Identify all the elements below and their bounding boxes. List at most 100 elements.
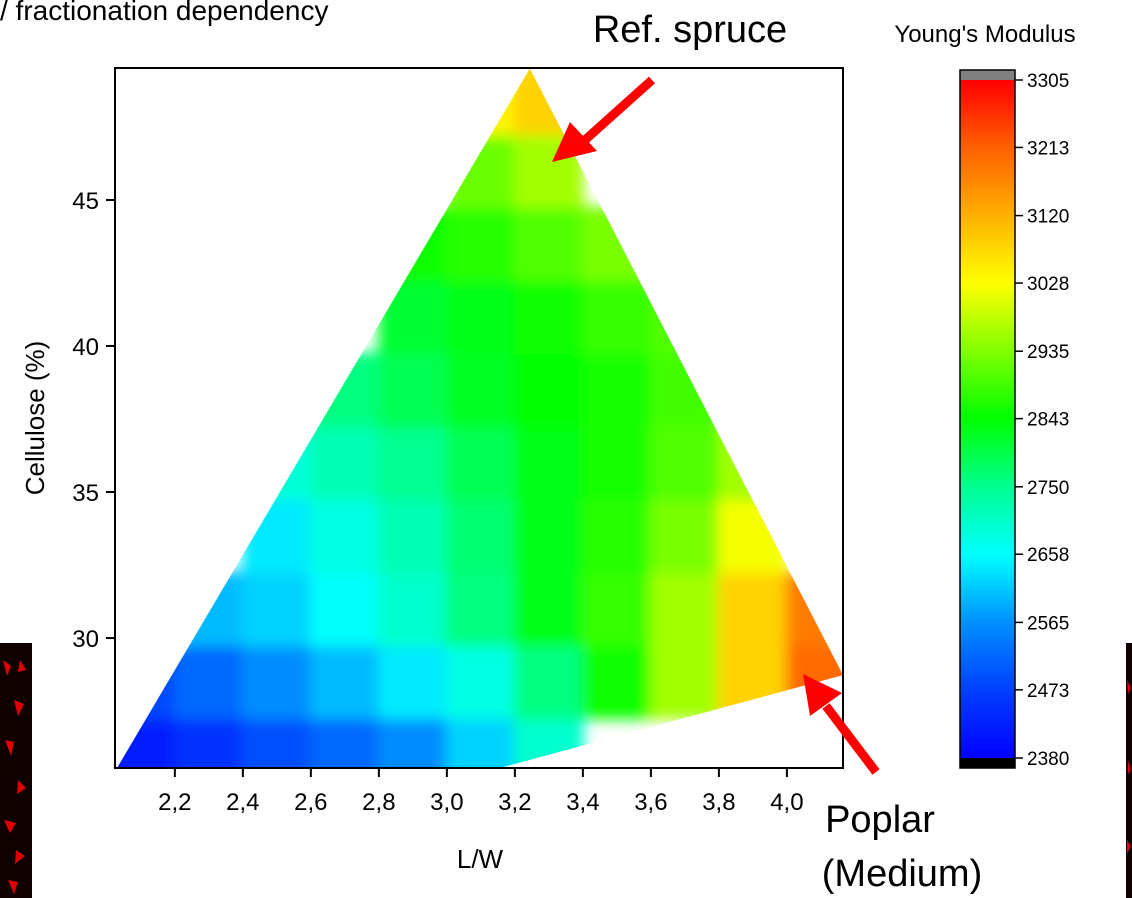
colorbar-tick-label: 2843 — [1027, 410, 1069, 431]
colorbar-tick-label: 2565 — [1027, 613, 1069, 634]
field-cell — [445, 279, 516, 355]
field-cell — [513, 68, 584, 136]
field-cell — [117, 717, 176, 769]
colorbar-under — [960, 758, 1015, 768]
x-tick-label: 3,8 — [702, 789, 735, 816]
field-cell — [309, 717, 380, 769]
axes: 2,2 2,4 2,6 2,8 3,0 3,2 3,4 3,6 3,8 4,0 30 35 40 45 — [72, 188, 803, 816]
colorbar-title: Young's Modulus — [894, 21, 1075, 48]
field-cell — [377, 644, 448, 720]
field-cell — [513, 425, 584, 501]
x-tick-label: 2,6 — [294, 789, 327, 816]
field-cell — [513, 352, 584, 428]
x-tick-label: 3,2 — [498, 789, 531, 816]
field-cell — [377, 717, 448, 769]
field-cell — [581, 206, 652, 282]
field-cell — [513, 206, 584, 282]
field-cell — [649, 644, 720, 720]
x-tick-label: 2,8 — [362, 789, 395, 816]
y-tick-label: 45 — [72, 188, 99, 215]
field-cell — [649, 352, 720, 428]
annotation: (Medium) — [822, 853, 982, 895]
field-cell — [445, 498, 516, 574]
field-cell — [445, 717, 516, 769]
field-cell — [173, 571, 244, 647]
y-tick-label: 35 — [72, 480, 99, 507]
x-axis-label: L/W — [457, 844, 504, 874]
field-cell — [241, 498, 312, 574]
plot-frame — [114, 67, 844, 769]
field-cell — [173, 717, 244, 769]
field-cell — [581, 279, 652, 355]
field-cell — [309, 498, 380, 574]
colorbar-over — [960, 70, 1015, 80]
field-cell — [241, 571, 312, 647]
cells — [117, 68, 844, 769]
field-cell — [581, 571, 652, 647]
field-cell — [377, 425, 448, 501]
field-cell — [513, 644, 584, 720]
field-cell — [445, 571, 516, 647]
colorbar-tick-label: 3213 — [1027, 138, 1069, 159]
field-cell — [241, 717, 312, 769]
colorbar-tick-label: 2658 — [1027, 545, 1069, 566]
field-cell — [717, 425, 788, 501]
field-cell — [377, 279, 448, 355]
field-cell — [513, 717, 584, 769]
field-cell — [117, 644, 176, 720]
field-cell — [649, 279, 720, 355]
colorbar-tick-label: 2935 — [1027, 342, 1069, 363]
field-cell — [581, 644, 652, 720]
y-tick-label: 40 — [72, 334, 99, 361]
field-cell — [581, 352, 652, 428]
annotation: Poplar — [825, 799, 935, 841]
x-tick-label: 4,0 — [770, 789, 803, 816]
side-image-right — [1126, 643, 1132, 898]
colorbar-tick-label: 2473 — [1027, 681, 1069, 702]
field-cell — [717, 644, 788, 720]
field-cell — [513, 571, 584, 647]
arrow — [803, 674, 880, 775]
x-tick-label: 3,0 — [430, 789, 463, 816]
annotation: Ref. spruce — [593, 9, 787, 51]
field-cell — [173, 644, 244, 720]
y-tick-label: 30 — [72, 626, 99, 653]
field-cell — [445, 644, 516, 720]
field-cell — [445, 206, 516, 282]
colorbar-tick-label: 3305 — [1027, 71, 1069, 92]
field-cell — [445, 425, 516, 501]
field-cell — [649, 425, 720, 501]
side-image-left — [0, 643, 32, 898]
field-cell — [309, 425, 380, 501]
field-cell — [445, 133, 516, 209]
field-cell — [241, 425, 312, 501]
colorbar-tick-label: 2750 — [1027, 478, 1069, 499]
field-cell — [377, 498, 448, 574]
x-tick-label: 2,4 — [226, 789, 259, 816]
field-cell — [581, 498, 652, 574]
colorbar-tick-label: 2380 — [1027, 749, 1069, 770]
colorbar-tick-label: 3028 — [1027, 274, 1069, 295]
y-axis-label: Cellulose (%) — [20, 341, 50, 496]
x-tick-label: 3,4 — [566, 789, 599, 816]
colorbar-tick-label: 3120 — [1027, 207, 1069, 228]
field-cell — [377, 206, 448, 282]
field-cell — [649, 571, 720, 647]
field-cell — [785, 571, 844, 647]
contour-field — [117, 68, 844, 769]
arrow — [552, 76, 656, 162]
field-cell — [309, 571, 380, 647]
field-cell — [581, 425, 652, 501]
field-cell — [513, 498, 584, 574]
field-cell — [241, 644, 312, 720]
field-cell — [445, 352, 516, 428]
field-cell — [513, 279, 584, 355]
field-cell — [717, 571, 788, 647]
field-cell — [445, 68, 516, 136]
field-cell — [309, 352, 380, 428]
x-tick-label: 3,6 — [634, 789, 667, 816]
field-cell — [717, 498, 788, 574]
field-cell — [309, 644, 380, 720]
field-cell — [649, 498, 720, 574]
field-cell — [377, 571, 448, 647]
